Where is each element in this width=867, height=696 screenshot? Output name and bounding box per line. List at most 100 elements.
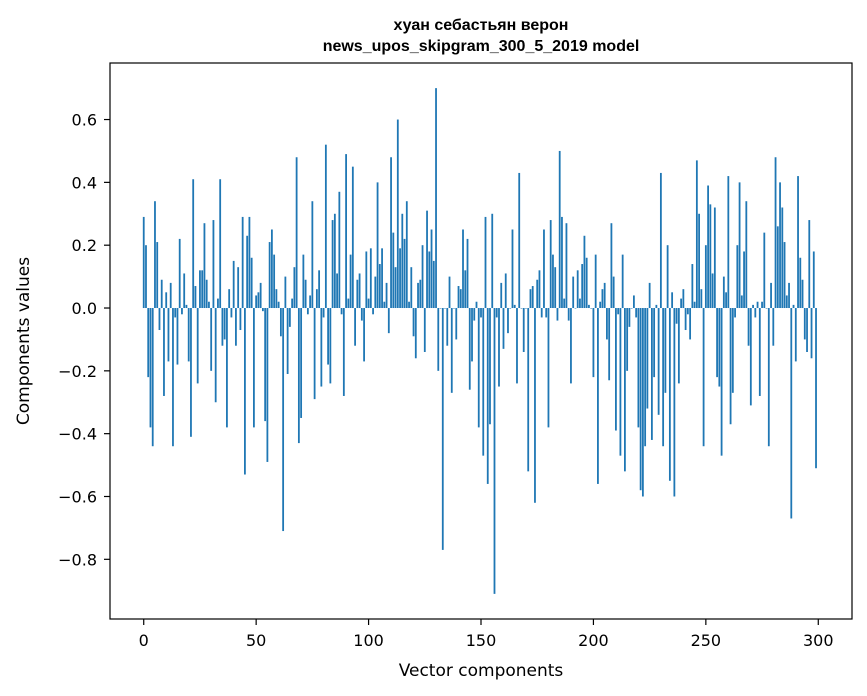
bar-58 [273, 254, 276, 309]
bar-17 [181, 308, 183, 315]
bar-70 [300, 308, 303, 418]
bar-118 [408, 301, 410, 309]
bar-219 [635, 308, 638, 318]
bar-172 [529, 289, 532, 309]
bar-167 [518, 172, 521, 309]
bar-262 [731, 308, 734, 393]
bar-245 [693, 301, 696, 309]
bar-188 [565, 223, 568, 309]
bar-186 [561, 216, 563, 309]
bar-84 [331, 220, 334, 309]
bar-160 [502, 308, 505, 349]
bar-80 [322, 308, 325, 318]
bar-76 [313, 308, 316, 400]
bar-112 [394, 267, 397, 309]
bar-265 [738, 182, 741, 309]
bar-99 [365, 251, 368, 309]
bar-149 [477, 308, 480, 428]
bar-271 [752, 304, 754, 309]
bar-98 [363, 308, 365, 362]
bar-152 [484, 216, 487, 309]
bar-256 [718, 308, 721, 387]
bar-157 [495, 308, 498, 318]
bar-216 [628, 308, 631, 327]
bar-102 [372, 308, 374, 315]
bar-56 [268, 242, 271, 309]
bar-55 [266, 308, 269, 462]
bar-146 [471, 308, 473, 362]
bar-208 [610, 223, 613, 309]
bar-126 [426, 210, 428, 309]
bar-240 [682, 289, 685, 309]
bar-273 [756, 301, 759, 309]
x-tick-label: 250 [691, 631, 722, 650]
bar-228 [655, 304, 658, 309]
bar-73 [306, 308, 309, 315]
bar-255 [716, 308, 718, 378]
bar-282 [776, 226, 779, 309]
bar-92 [349, 254, 352, 309]
bar-48 [250, 257, 253, 309]
bar-3 [149, 308, 152, 428]
y-tick-label: −0.4 [58, 425, 97, 444]
bar-109 [387, 308, 390, 334]
bar-281 [774, 157, 777, 309]
bar-33 [217, 298, 219, 309]
bar-104 [376, 182, 379, 309]
bar-274 [758, 308, 761, 396]
bar-111 [392, 232, 395, 309]
bar-31 [212, 220, 215, 309]
bar-147 [473, 308, 476, 321]
bar-61 [279, 308, 282, 337]
bar-248 [700, 289, 703, 309]
bar-93 [351, 166, 354, 309]
bar-139 [455, 308, 458, 340]
bar-218 [633, 295, 635, 309]
bar-134 [444, 308, 446, 309]
bar-278 [767, 308, 770, 447]
bar-199 [590, 308, 593, 309]
bar-206 [606, 308, 608, 340]
bar-246 [695, 160, 698, 309]
bar-46 [246, 235, 249, 309]
bar-110 [390, 157, 392, 309]
bar-287 [788, 282, 790, 309]
bar-259 [725, 292, 727, 309]
bar-54 [264, 308, 267, 422]
x-tick-label: 100 [353, 631, 384, 650]
bar-119 [410, 267, 413, 309]
bar-156 [493, 308, 496, 594]
bar-68 [295, 157, 298, 309]
bar-47 [248, 216, 251, 309]
bar-69 [297, 308, 300, 444]
bar-258 [722, 276, 725, 309]
bar-26 [201, 270, 204, 309]
bar-241 [684, 308, 687, 331]
bar-290 [794, 308, 797, 362]
bar-225 [648, 282, 651, 309]
bar-286 [785, 295, 788, 309]
bar-103 [374, 276, 377, 309]
bar-94 [354, 308, 356, 346]
bar-195 [581, 264, 584, 309]
bar-138 [453, 308, 455, 309]
bar-143 [464, 270, 467, 309]
bar-213 [621, 254, 624, 309]
bar-166 [516, 308, 518, 384]
bar-142 [462, 229, 464, 309]
bar-95 [356, 279, 359, 309]
bar-122 [417, 282, 419, 309]
bar-237 [675, 308, 678, 324]
bar-49 [253, 308, 255, 428]
bar-244 [691, 264, 694, 309]
bar-266 [740, 295, 743, 309]
bar-30 [210, 308, 213, 371]
bar-291 [797, 176, 799, 309]
bar-211 [617, 308, 620, 315]
bar-41 [235, 308, 237, 346]
bar-179 [545, 308, 548, 318]
bar-196 [583, 235, 586, 309]
bar-131 [437, 308, 440, 371]
bar-89 [342, 308, 345, 396]
bar-164 [511, 229, 514, 309]
